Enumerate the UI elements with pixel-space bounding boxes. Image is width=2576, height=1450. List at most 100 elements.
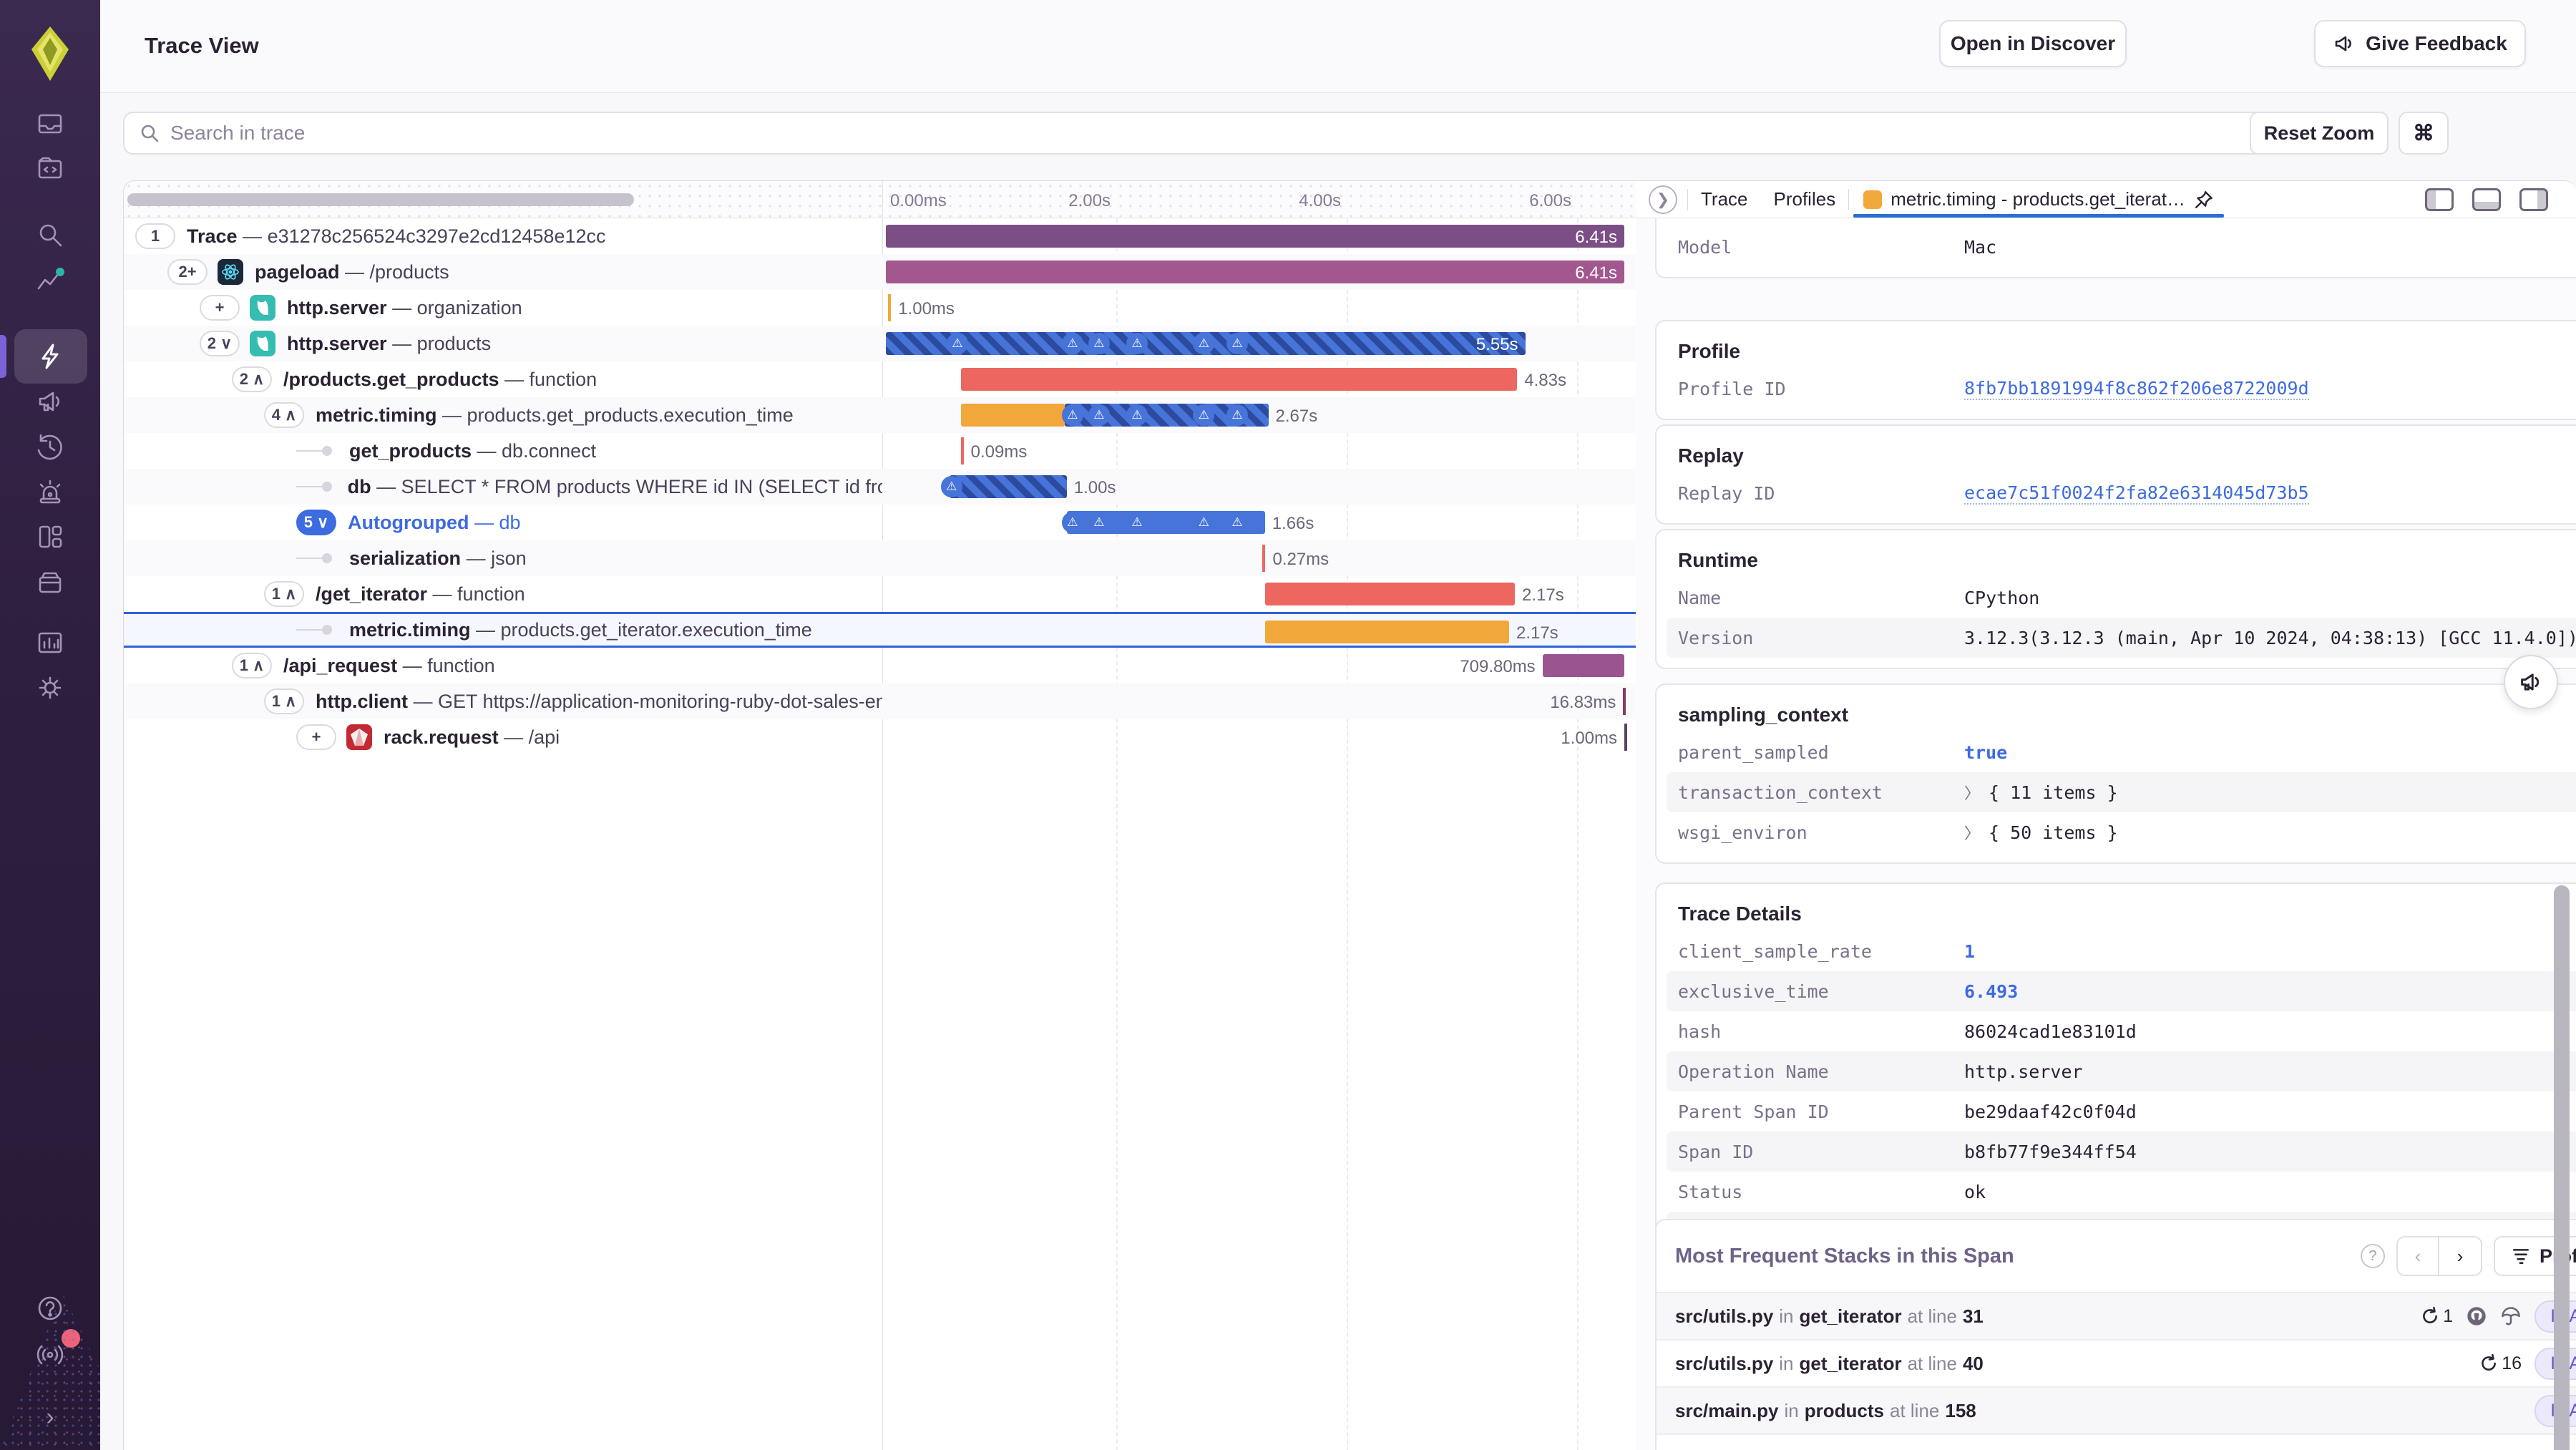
warning-icon[interactable]: ⚠ [1193, 512, 1215, 533]
kv-value[interactable]: { 11 items } [1989, 782, 2118, 803]
pane-divider[interactable] [882, 181, 883, 1450]
span-children-badge[interactable]: 1 ∧ [264, 688, 304, 714]
span-row[interactable]: 1 ∧ /get_iterator — function 2.17s [124, 576, 1636, 612]
warning-icon[interactable]: ⚠ [1226, 512, 1249, 533]
warning-icon[interactable]: ⚠ [1226, 404, 1249, 426]
tab-span-details-active[interactable]: metric.timing - products.get_iterat… [1849, 181, 2228, 218]
span-row[interactable]: 5 ∨ Autogrouped — db ⚠ ⚠ ⚠ ⚠ ⚠ 1.66s [124, 505, 1636, 540]
sidebar-item-explore[interactable] [0, 215, 100, 255]
tab-trace[interactable]: Trace [1701, 188, 1748, 210]
span-duration-bar[interactable] [886, 225, 1624, 248]
warning-icon[interactable]: ⚠ [1193, 404, 1215, 426]
warning-icon[interactable]: ⚠ [946, 333, 968, 354]
expand-chevron-icon[interactable]: 〉 [1964, 784, 1981, 802]
span-children-badge[interactable]: 1 ∧ [264, 581, 304, 607]
search-input[interactable] [170, 122, 2366, 145]
span-row[interactable]: 2+ pageload — /products 6.41s [124, 254, 1636, 290]
next-stack-button[interactable]: › [2457, 1245, 2464, 1267]
sidebar-item-help[interactable] [0, 1288, 100, 1328]
sidebar-item-projects[interactable] [0, 149, 100, 189]
warning-icon[interactable]: ⚠ [1126, 512, 1148, 533]
warning-icon[interactable]: ⚠ [1061, 333, 1083, 354]
reset-zoom-button[interactable]: Reset Zoom [2250, 112, 2389, 155]
sentry-logo[interactable] [27, 25, 73, 82]
feedback-fab-button[interactable] [2504, 655, 2558, 709]
span-row[interactable]: 4 ∧ metric.timing — products.get_products… [124, 397, 1636, 433]
span-row[interactable]: 1 ∧ /api_request — function 709.80ms [124, 648, 1636, 683]
stack-frame-row[interactable]: src/main.py in products at line 158 In A… [1657, 1386, 2576, 1434]
span-duration-bar[interactable] [1264, 621, 1509, 643]
warning-icon[interactable]: ⚠ [1193, 333, 1215, 354]
open-in-discover-button[interactable]: Open in Discover [1939, 20, 2127, 67]
pin-icon[interactable] [2194, 190, 2214, 210]
span-row[interactable]: get_products — db.connect 0.09ms [124, 433, 1636, 469]
span-row[interactable]: + rack.request — /api 1.00ms [124, 719, 1636, 755]
sidebar-item-replays[interactable] [0, 427, 100, 467]
span-duration-tick[interactable] [1262, 545, 1266, 572]
sidebar-item-insights[interactable] [0, 260, 100, 300]
layout-left-icon[interactable] [2425, 188, 2454, 211]
span-children-badge[interactable]: + [200, 295, 240, 321]
expand-chevron-icon[interactable]: 〉 [1964, 824, 1981, 842]
span-row[interactable]: 2 ∧ /products.get_products — function 4.83… [124, 361, 1636, 397]
warning-icon[interactable]: ⚠ [1061, 512, 1083, 533]
kv-value[interactable]: 8fb7bb1891994f8c862f206e8722009d [1964, 377, 2309, 400]
kv-value[interactable]: { 50 items } [1989, 822, 2118, 843]
prev-stack-button[interactable]: ‹ [2398, 1237, 2439, 1275]
span-children-badge[interactable]: 2 ∧ [232, 366, 272, 392]
span-duration-tick[interactable] [1623, 688, 1626, 715]
span-duration-bar[interactable] [960, 404, 1065, 427]
sidebar-item-feedback[interactable] [0, 381, 100, 422]
github-icon[interactable] [2466, 1305, 2487, 1327]
warning-icon[interactable]: ⚠ [1126, 404, 1148, 426]
span-children-badge[interactable]: 1 ∧ [232, 653, 272, 678]
codecov-umbrella-icon[interactable] [2500, 1305, 2522, 1327]
warning-icon[interactable]: ⚠ [940, 476, 962, 497]
span-children-badge[interactable]: 5 ∨ [296, 510, 336, 535]
give-feedback-button[interactable]: Give Feedback [2314, 20, 2526, 67]
span-duration-bar[interactable] [949, 475, 1067, 498]
sidebar-item-performance[interactable] [0, 336, 100, 376]
warning-icon[interactable]: ⚠ [1088, 404, 1110, 426]
span-children-badge[interactable]: 2 ∨ [200, 331, 240, 356]
span-row[interactable]: + http.server — organization 1.00ms [124, 290, 1636, 326]
span-duration-bar[interactable] [886, 261, 1624, 283]
layout-right-icon[interactable] [2519, 188, 2548, 211]
warning-icon[interactable]: ⚠ [1226, 333, 1249, 354]
span-duration-bar[interactable] [1264, 583, 1516, 605]
span-duration-tick[interactable] [960, 437, 964, 464]
stack-frame-row[interactable]: src/utils.py in get_iterator at line 40 … [1657, 1339, 2576, 1386]
warning-icon[interactable]: ⚠ [1088, 512, 1110, 533]
span-duration-tick[interactable] [888, 294, 892, 321]
sidebar-item-dashboards[interactable] [0, 517, 100, 557]
span-row[interactable]: 2 ∨ http.server — products ⚠ ⚠ ⚠ ⚠ ⚠ ⚠ 5.55s [124, 326, 1636, 361]
cmd-shortcut-button[interactable]: ⌘ [2399, 112, 2449, 155]
sidebar-item-issues[interactable] [0, 104, 100, 144]
span-row[interactable]: serialization — json 0.27ms [124, 540, 1636, 576]
span-row[interactable]: db — SELECT * FROM products WHERE id IN … [124, 469, 1636, 505]
sidebar-item-stats[interactable] [0, 623, 100, 663]
stack-frame-row[interactable]: src/utils.py in get_iterator at line 31 … [1657, 1292, 2576, 1339]
sidebar-item-alerts[interactable] [0, 472, 100, 512]
warning-icon[interactable]: ⚠ [1126, 333, 1148, 354]
span-duration-bar[interactable] [1542, 654, 1624, 677]
tab-profiles[interactable]: Profiles [1773, 188, 1836, 210]
vertical-scrollbar[interactable] [2554, 885, 2570, 1450]
span-row-selected[interactable]: metric.timing — products.get_iterator.ex… [124, 612, 1636, 648]
span-row[interactable]: 1 ∧ http.client — GET https://application… [124, 683, 1636, 719]
sidebar-collapse-chevron[interactable]: › [46, 1403, 54, 1431]
sidebar-item-settings[interactable] [0, 668, 100, 708]
span-row[interactable]: 1 Trace — e31278c256524c3297e2cd12458e12c… [124, 218, 1636, 254]
span-children-badge[interactable]: 1 [135, 223, 175, 249]
layout-bottom-icon[interactable] [2472, 188, 2501, 211]
span-children-badge[interactable]: + [296, 724, 336, 750]
span-children-badge[interactable]: 4 ∧ [264, 402, 304, 428]
show-more-frames-link[interactable]: Show 19 more frames [2435, 1447, 2576, 1450]
span-children-badge[interactable]: 2+ [167, 259, 208, 285]
span-duration-tick[interactable] [1624, 724, 1627, 751]
warning-icon[interactable]: ⚠ [1088, 333, 1110, 354]
sidebar-item-releases[interactable] [0, 562, 100, 602]
horizontal-scrollbar[interactable] [127, 193, 634, 206]
expand-panel-icon[interactable]: ❯ [1649, 185, 1677, 214]
warning-icon[interactable]: ⚠ [1061, 404, 1083, 426]
